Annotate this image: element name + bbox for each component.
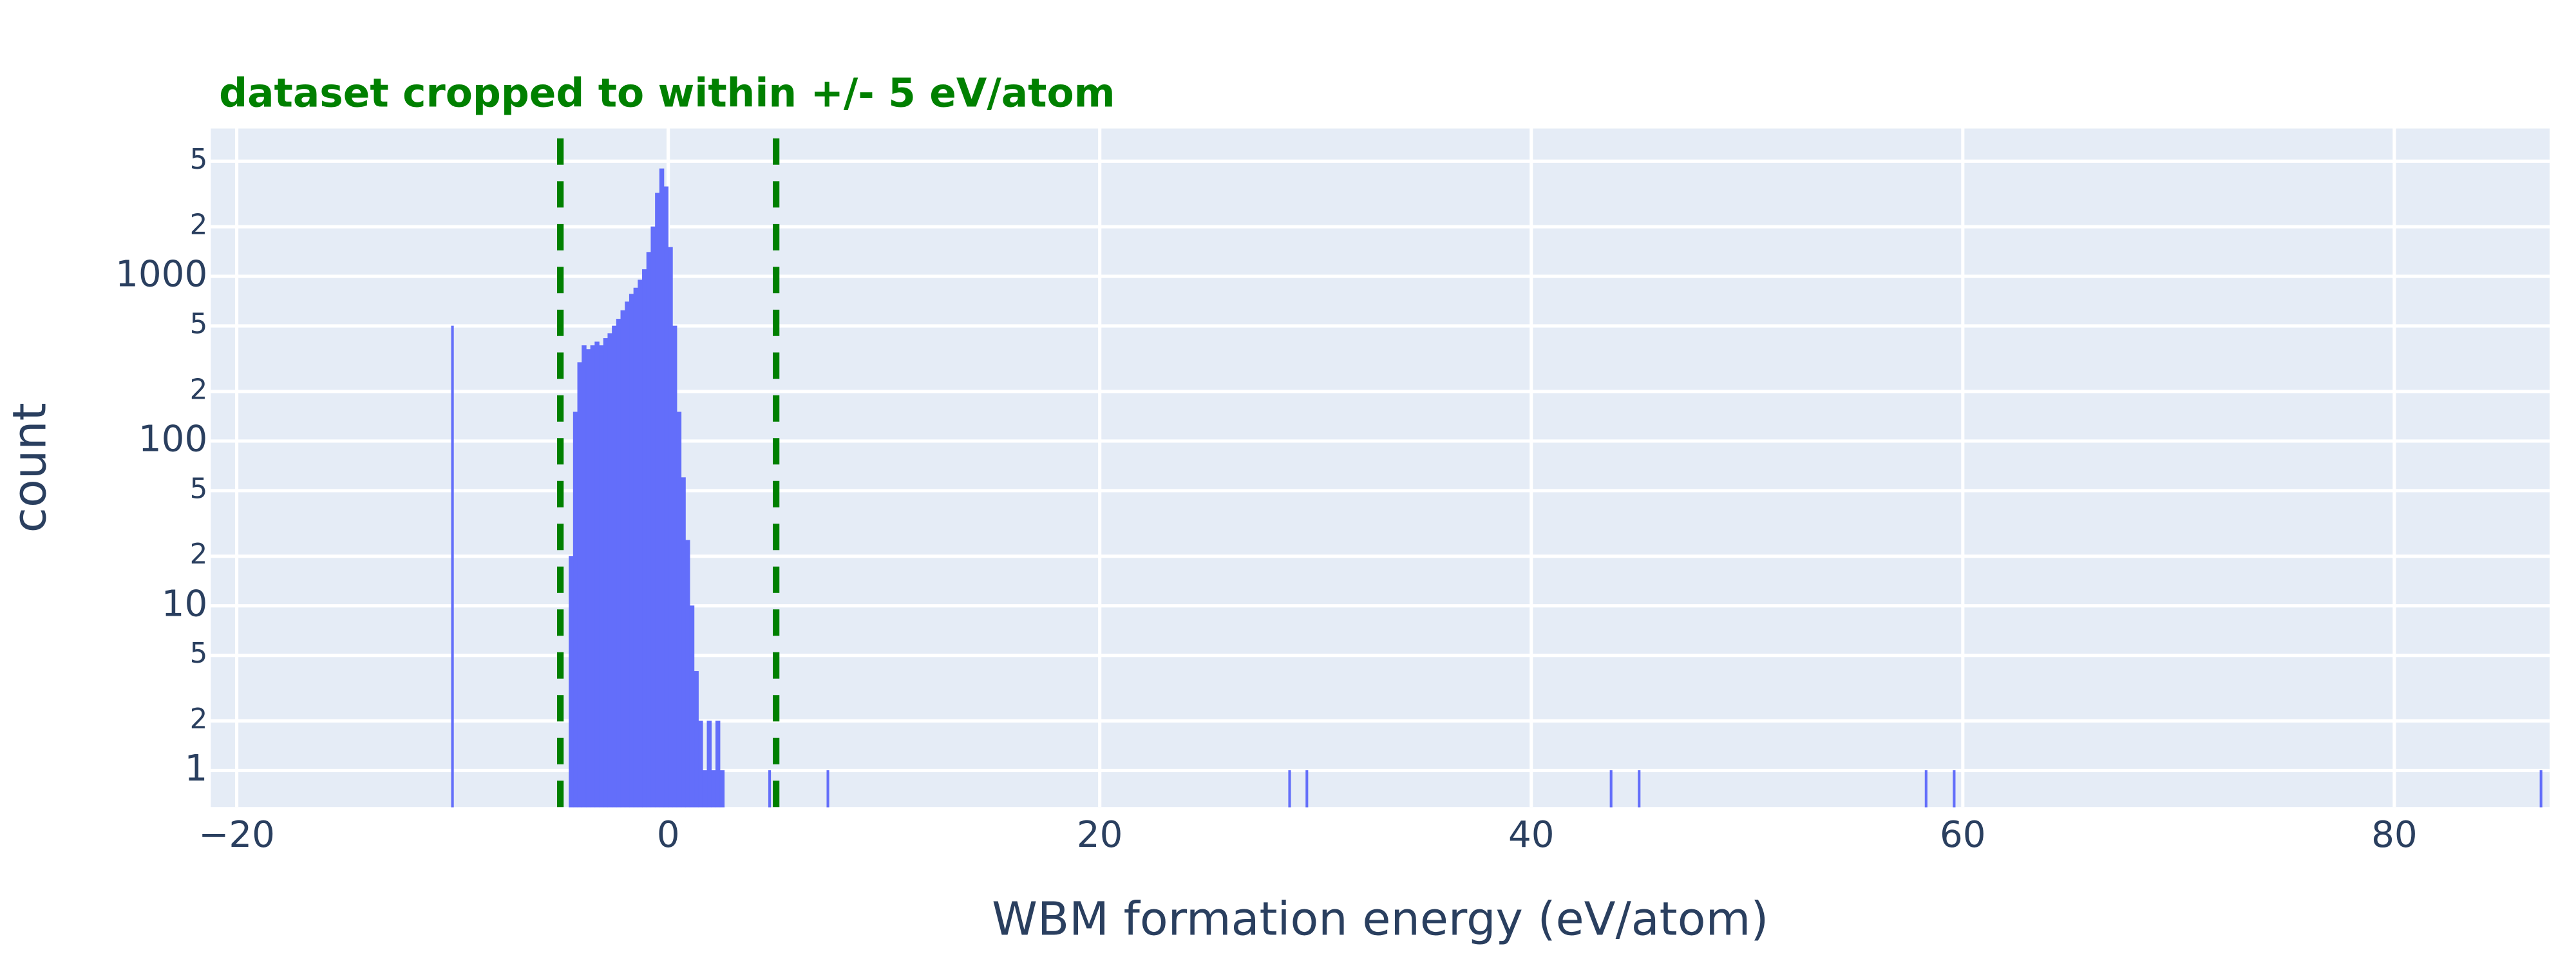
bar: [668, 247, 673, 808]
bar: [672, 325, 677, 808]
x-tick-label: 0: [657, 814, 680, 856]
bar: [655, 193, 660, 808]
y-tick-label: 5: [190, 308, 208, 341]
bar: [585, 349, 591, 808]
bar: [451, 325, 454, 808]
y-tick-label: 1: [184, 748, 207, 790]
bar: [607, 333, 612, 808]
bar: [1924, 770, 1927, 808]
bar: [573, 412, 578, 808]
bar: [1953, 770, 1956, 808]
bar: [577, 362, 582, 808]
x-tick-label: −20: [198, 814, 275, 856]
bar: [582, 345, 587, 808]
y-tick-label: 2: [190, 538, 208, 571]
bar: [659, 168, 665, 808]
bar: [719, 770, 725, 808]
y-tick-label: 2: [190, 703, 208, 735]
bar: [594, 341, 600, 808]
y-axis-title: count: [3, 402, 57, 533]
bar: [663, 186, 669, 808]
x-tick-label: 40: [1508, 814, 1555, 856]
y-tick-label: 2: [190, 209, 208, 242]
y-tick-label: 5: [190, 638, 208, 670]
x-axis-title: WBM formation energy (eV/atom): [992, 893, 1768, 946]
bar: [625, 301, 630, 808]
bar: [1609, 770, 1613, 808]
bar: [694, 671, 699, 808]
y-tick-label: 10: [162, 583, 208, 625]
y-tick-label: 100: [138, 419, 207, 460]
bar: [826, 770, 829, 808]
bar: [702, 770, 708, 808]
bar: [1638, 770, 1641, 808]
x-tick-label: 80: [2371, 814, 2418, 856]
bar: [768, 770, 772, 808]
bar: [676, 412, 682, 808]
bar: [715, 721, 721, 808]
y-tick-label: 2: [190, 374, 208, 406]
bar: [1305, 770, 1309, 808]
bar: [599, 345, 604, 808]
bar: [650, 226, 656, 808]
bar: [646, 252, 652, 808]
bar: [642, 269, 647, 808]
bar: [633, 287, 639, 808]
bar: [590, 345, 596, 808]
bar: [1288, 770, 1291, 808]
y-tick-label: 5: [190, 473, 208, 505]
bar: [612, 325, 617, 808]
bar: [2539, 770, 2543, 808]
bar: [681, 477, 686, 808]
bar: [629, 294, 634, 808]
bar: [706, 721, 712, 808]
x-tick-label: 20: [1077, 814, 1123, 856]
bar: [711, 770, 716, 808]
bar: [685, 540, 690, 808]
bar: [689, 605, 695, 808]
bar: [616, 319, 621, 808]
bar: [603, 338, 609, 808]
bar: [620, 310, 626, 808]
bar: [638, 279, 643, 808]
chart-title: dataset cropped to within +/- 5 eV/atom: [219, 70, 1115, 116]
x-tick-label: 60: [1940, 814, 1986, 856]
y-tick-label: 1000: [115, 254, 207, 296]
y-tick-label: 5: [190, 144, 208, 176]
bar: [569, 556, 574, 808]
bar: [698, 721, 703, 808]
